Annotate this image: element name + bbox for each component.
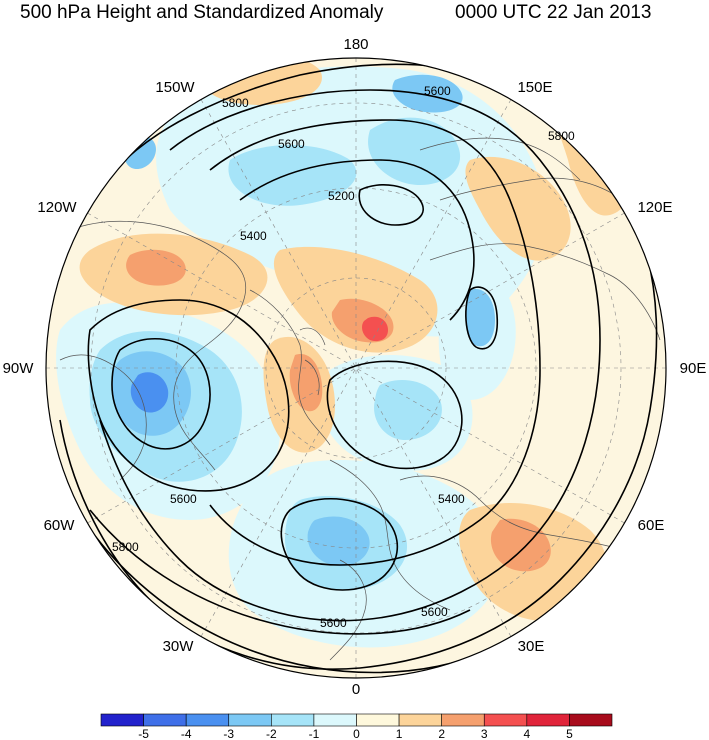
lon-label-90e: 90E <box>680 360 707 377</box>
contour-label: 5600 <box>170 492 197 506</box>
colorbar-bin <box>356 713 400 727</box>
lon-label-0: 0 <box>352 681 360 698</box>
colorbar-bin <box>100 713 144 727</box>
colorbar-bin <box>228 713 272 727</box>
lon-label-30e: 30E <box>518 638 545 655</box>
colorbar-tick-label: 4 <box>523 727 530 740</box>
colorbar-tick-label: 5 <box>566 727 573 740</box>
contour-label: 5200 <box>328 189 355 203</box>
lon-label-150w: 150W <box>155 79 195 96</box>
contour-labels: 5800 5600 5400 5200 5600 5800 5600 5800 … <box>112 84 575 630</box>
map-boundary <box>45 57 667 679</box>
colorbar-bin <box>569 713 613 727</box>
lon-label-150e: 150E <box>517 79 552 96</box>
colorbar-bin <box>143 713 187 727</box>
contour-label: 5400 <box>240 229 267 243</box>
colorbar-bin <box>185 713 230 727</box>
map-title: 500 hPa Height and Standardized Anomaly <box>20 2 384 23</box>
colorbar-bin <box>271 713 315 727</box>
lon-label-90w: 90W <box>3 360 35 377</box>
contour-label: 5800 <box>222 96 249 110</box>
colorbar-tick-label: 1 <box>396 727 403 740</box>
lon-label-180: 180 <box>343 36 368 53</box>
colorbar-tick-label: -5 <box>138 727 149 740</box>
colorbar: -5 -4 -3 -2 -1 0 1 2 3 4 5 <box>100 713 613 740</box>
colorbar-bin <box>313 713 357 727</box>
anomaly-shading <box>56 58 634 648</box>
colorbar-bin <box>398 713 442 727</box>
lat-lon-grid <box>46 58 666 678</box>
colorbar-tick-label: -4 <box>181 727 192 740</box>
contour-label: 5600 <box>278 137 305 151</box>
colorbar-bin <box>483 713 528 727</box>
map-valid-time: 0000 UTC 22 Jan 2013 <box>455 2 652 23</box>
colorbar-tick-label: 2 <box>438 727 445 740</box>
contour-label: 5600 <box>320 616 347 630</box>
colorbar-tick-label: -1 <box>309 727 320 740</box>
lon-label-120e: 120E <box>637 199 672 216</box>
lon-label-60e: 60E <box>638 517 665 534</box>
lon-label-30w: 30W <box>163 638 195 655</box>
colorbar-bin <box>526 713 570 727</box>
colorbar-tick-label: 0 <box>353 727 360 740</box>
coastlines <box>59 137 661 661</box>
colorbar-bin <box>441 713 485 727</box>
colorbar-tick-label: -2 <box>266 727 277 740</box>
longitude-labels: 180 150E 120E 90E 60E 30E 0 30W 60W 90W … <box>3 36 707 698</box>
colorbar-tick-label: 3 <box>481 727 488 740</box>
lon-label-60w: 60W <box>44 517 76 534</box>
contour-label: 5400 <box>438 492 465 506</box>
lon-label-120w: 120W <box>37 199 77 216</box>
colorbar-tick-label: -3 <box>223 727 234 740</box>
contour-label: 5600 <box>424 84 451 98</box>
contour-label: 5600 <box>421 605 448 619</box>
contour-label: 5800 <box>112 540 139 554</box>
